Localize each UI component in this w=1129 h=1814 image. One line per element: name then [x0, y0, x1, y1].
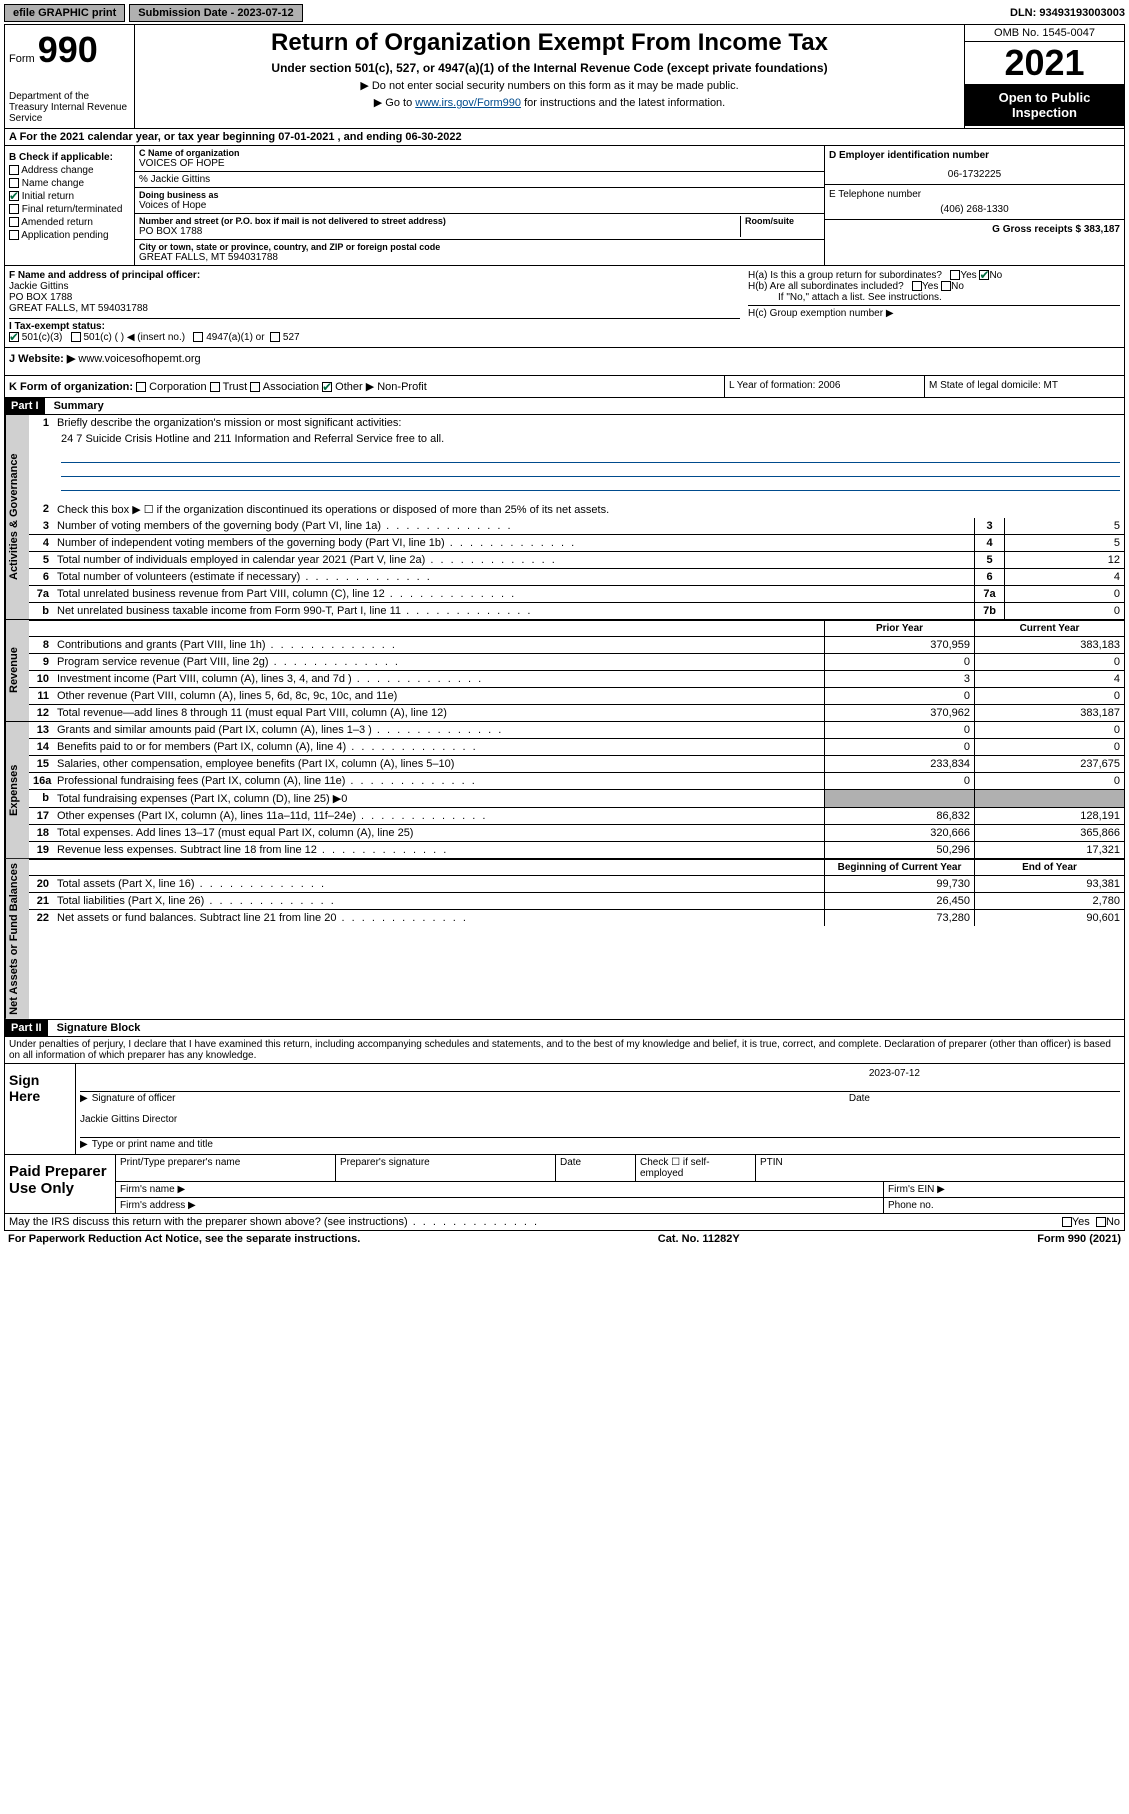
check-amended[interactable] — [9, 217, 19, 227]
ha-yes[interactable] — [950, 270, 960, 280]
row-j-website: J Website: ▶ www.voicesofhopemt.org — [4, 348, 1125, 376]
ein: 06-1732225 — [829, 161, 1120, 180]
state-domicile: M State of legal domicile: MT — [924, 376, 1124, 397]
officer-typed: Jackie Gittins Director — [80, 1114, 1120, 1125]
check-final[interactable] — [9, 204, 19, 214]
city-state-zip: GREAT FALLS, MT 594031788 — [139, 252, 820, 263]
form-title: Return of Organization Exempt From Incom… — [139, 29, 960, 57]
mission-text: 24 7 Suicide Crisis Hotline and 211 Info… — [29, 431, 1124, 447]
dln-label: DLN: 93493193003003 — [1010, 7, 1125, 19]
tax-year: 2021 — [965, 42, 1124, 84]
val-3: 5 — [1004, 518, 1124, 534]
check-trust[interactable] — [210, 382, 220, 392]
form-number: 990 — [38, 29, 98, 70]
form-subtitle: Under section 501(c), 527, or 4947(a)(1)… — [139, 61, 960, 75]
p8: 370,959 — [824, 637, 974, 653]
check-corp[interactable] — [136, 382, 146, 392]
part1-governance: Activities & Governance 1Briefly describ… — [4, 415, 1125, 620]
part1-revenue: Revenue Prior YearCurrent Year 8Contribu… — [4, 620, 1125, 722]
hb-no[interactable] — [941, 281, 951, 291]
discuss-yes[interactable] — [1062, 1217, 1072, 1227]
row-f-h: F Name and address of principal officer:… — [4, 266, 1125, 348]
discuss-row: May the IRS discuss this return with the… — [4, 1214, 1125, 1231]
check-501c3[interactable] — [9, 332, 19, 342]
form-note2: ▶ Go to www.irs.gov/Form990 for instruct… — [139, 96, 960, 109]
check-address[interactable] — [9, 165, 19, 175]
website-link[interactable]: www.voicesofhopemt.org — [78, 353, 200, 365]
check-other[interactable] — [322, 382, 332, 392]
part2-header: Part II Signature Block — [4, 1020, 1125, 1037]
val-5: 12 — [1004, 552, 1124, 568]
irs-link[interactable]: www.irs.gov/Form990 — [415, 97, 521, 109]
val-7a: 0 — [1004, 586, 1124, 602]
row-a-taxyear: A For the 2021 calendar year, or tax yea… — [4, 129, 1125, 146]
top-toolbar: efile GRAPHIC print Submission Date - 20… — [4, 4, 1125, 22]
check-pending[interactable] — [9, 230, 19, 240]
street-address: PO BOX 1788 — [139, 226, 740, 237]
efile-button[interactable]: efile GRAPHIC print — [4, 4, 125, 22]
val-6: 4 — [1004, 569, 1124, 585]
submission-date: Submission Date - 2023-07-12 — [129, 4, 302, 22]
sig-date: 2023-07-12 — [80, 1068, 1120, 1079]
section-d: D Employer identification number 06-1732… — [824, 146, 1124, 265]
check-527[interactable] — [270, 332, 280, 342]
footer-bottom: For Paperwork Reduction Act Notice, see … — [4, 1231, 1125, 1247]
year-formation: L Year of formation: 2006 — [724, 376, 924, 397]
section-b: B Check if applicable: Address change Na… — [5, 146, 135, 265]
omb-number: OMB No. 1545-0047 — [965, 25, 1124, 42]
main-info-block: B Check if applicable: Address change Na… — [4, 146, 1125, 266]
dba-name: Voices of Hope — [139, 200, 820, 211]
part1-netassets: Net Assets or Fund Balances Beginning of… — [4, 859, 1125, 1020]
check-4947[interactable] — [193, 332, 203, 342]
sign-here-block: Sign Here 2023-07-12 Signature of office… — [4, 1064, 1125, 1155]
check-name[interactable] — [9, 178, 19, 188]
discuss-no[interactable] — [1096, 1217, 1106, 1227]
hb-yes[interactable] — [912, 281, 922, 291]
department: Department of the Treasury Internal Reve… — [9, 91, 130, 124]
check-assoc[interactable] — [250, 382, 260, 392]
care-of: % Jackie Gittins — [135, 172, 824, 188]
check-initial[interactable] — [9, 191, 19, 201]
part1-header: Part I Summary — [4, 398, 1125, 415]
check-501c[interactable] — [71, 332, 81, 342]
c8: 383,183 — [974, 637, 1124, 653]
officer-name: Jackie Gittins — [9, 281, 740, 292]
row-k: K Form of organization: Corporation Trus… — [4, 376, 1125, 398]
inspection-label: Open to Public Inspection — [965, 84, 1124, 126]
ha-no[interactable] — [979, 270, 989, 280]
part1-expenses: Expenses 13Grants and similar amounts pa… — [4, 722, 1125, 859]
val-4: 5 — [1004, 535, 1124, 551]
section-c: C Name of organization VOICES OF HOPE % … — [135, 146, 824, 265]
gross-receipts: G Gross receipts $ 383,187 — [992, 224, 1120, 235]
val-7b: 0 — [1004, 603, 1124, 619]
form-label: Form — [9, 53, 35, 65]
phone: (406) 268-1330 — [829, 200, 1120, 215]
declaration: Under penalties of perjury, I declare th… — [4, 1037, 1125, 1064]
form-note1: ▶ Do not enter social security numbers o… — [139, 79, 960, 92]
org-name: VOICES OF HOPE — [139, 158, 820, 169]
paid-preparer-block: Paid Preparer Use Only Print/Type prepar… — [4, 1155, 1125, 1214]
form-header: Form 990 Department of the Treasury Inte… — [4, 24, 1125, 129]
section-b-label: B Check if applicable: — [9, 152, 130, 163]
